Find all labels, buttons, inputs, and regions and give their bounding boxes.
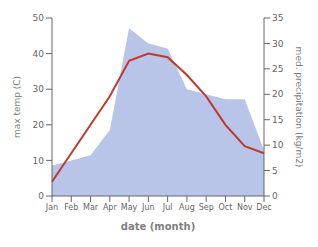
svg-text:max temp (C): max temp (C) bbox=[12, 76, 22, 138]
svg-text:30: 30 bbox=[272, 39, 284, 49]
svg-text:25: 25 bbox=[272, 64, 283, 74]
svg-text:50: 50 bbox=[33, 13, 45, 23]
svg-text:15: 15 bbox=[272, 115, 283, 125]
svg-text:10: 10 bbox=[33, 156, 45, 166]
svg-text:5: 5 bbox=[272, 166, 278, 176]
svg-text:Nov: Nov bbox=[237, 203, 253, 212]
svg-text:Jan: Jan bbox=[45, 203, 58, 212]
svg-text:Apr: Apr bbox=[103, 203, 118, 212]
svg-text:date (month): date (month) bbox=[121, 221, 195, 232]
svg-text:Oct: Oct bbox=[219, 203, 233, 212]
svg-text:10: 10 bbox=[272, 140, 284, 150]
svg-text:Jul: Jul bbox=[162, 203, 173, 212]
svg-text:Jun: Jun bbox=[141, 203, 155, 212]
svg-text:0: 0 bbox=[38, 191, 44, 201]
svg-text:Dec: Dec bbox=[256, 203, 271, 212]
svg-text:med. precipitation (kg/m2): med. precipitation (kg/m2) bbox=[294, 47, 304, 168]
svg-text:Sep: Sep bbox=[199, 203, 214, 212]
svg-text:0: 0 bbox=[272, 191, 278, 201]
svg-text:Feb: Feb bbox=[64, 203, 78, 212]
svg-text:35: 35 bbox=[272, 13, 283, 23]
svg-text:40: 40 bbox=[33, 49, 45, 59]
svg-text:30: 30 bbox=[33, 84, 45, 94]
svg-text:Aug: Aug bbox=[179, 203, 195, 212]
svg-text:Mar: Mar bbox=[83, 203, 99, 212]
svg-text:20: 20 bbox=[272, 89, 284, 99]
svg-text:May: May bbox=[121, 203, 138, 212]
svg-text:20: 20 bbox=[33, 120, 45, 130]
